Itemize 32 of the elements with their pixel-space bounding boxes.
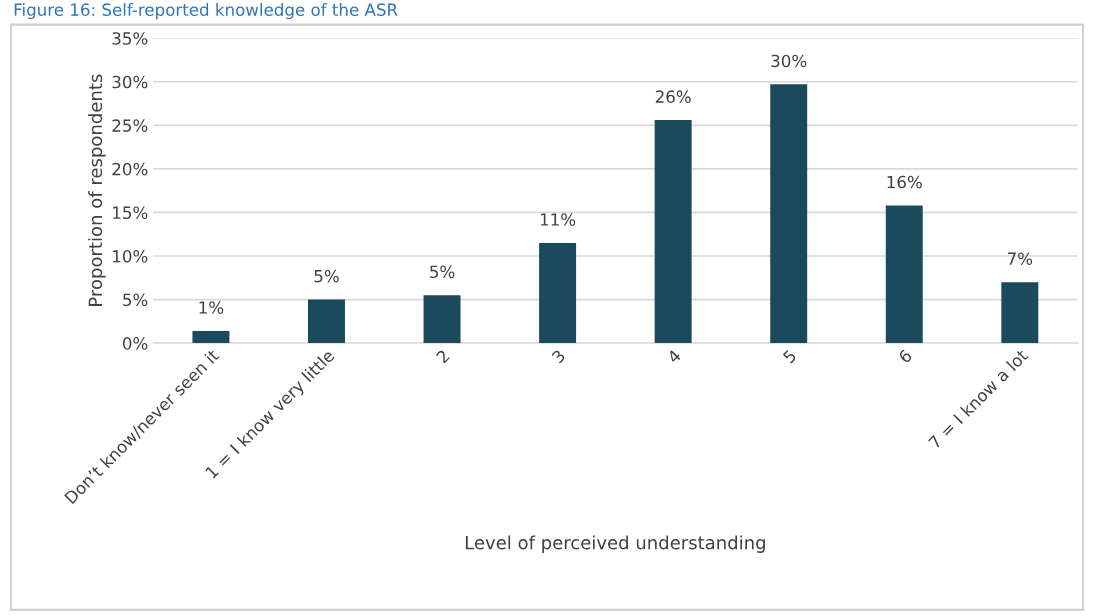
- x-tick-label: 6: [897, 348, 913, 364]
- bar: [654, 120, 692, 344]
- data-label: 11%: [540, 213, 576, 226]
- data-label: 5%: [314, 269, 339, 283]
- y-tick-label: 10%: [113, 249, 148, 263]
- x-axis-title: Level of perceived understanding: [465, 535, 765, 553]
- data-label: 30%: [771, 54, 807, 68]
- y-tick-label: 15%: [113, 206, 148, 219]
- bar: [192, 330, 230, 344]
- x-tick-label: 3: [551, 349, 566, 364]
- bar: [885, 205, 923, 344]
- y-tick-label: 25%: [112, 119, 148, 132]
- y-axis-title: Proportion of respondents: [88, 74, 106, 306]
- bar: [308, 299, 345, 344]
- bar: [770, 84, 808, 344]
- x-tick-label: 2: [435, 349, 450, 364]
- x-tick-label: 4: [666, 349, 682, 364]
- y-tick-label: 0%: [122, 337, 148, 350]
- bar: [1001, 282, 1039, 344]
- y-tick-label: 35%: [112, 32, 148, 45]
- y-tick-label: 30%: [112, 75, 148, 89]
- chart-title: Figure 16: Self-reported knowledge of the ASR: [14, 3, 398, 20]
- data-label: 5%: [430, 265, 455, 279]
- x-tick-label: 5: [782, 349, 797, 364]
- data-label: 26%: [655, 90, 691, 103]
- y-tick-label: 5%: [123, 293, 148, 307]
- y-tick-label: 20%: [112, 162, 148, 176]
- bar: [539, 242, 577, 344]
- bar: [423, 295, 461, 344]
- data-label: 16%: [887, 175, 922, 189]
- data-label: 1%: [199, 301, 224, 314]
- data-label: 7%: [1007, 252, 1033, 266]
